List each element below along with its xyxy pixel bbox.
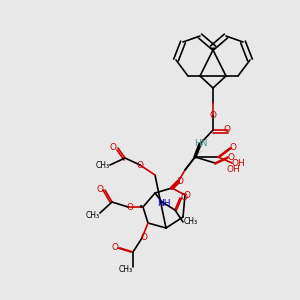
Text: O: O <box>209 112 217 121</box>
Text: O: O <box>112 244 118 253</box>
Text: O: O <box>127 202 134 211</box>
Text: O: O <box>136 160 143 169</box>
Text: O: O <box>97 185 104 194</box>
Text: NH: NH <box>157 200 171 208</box>
Text: O: O <box>110 143 116 152</box>
Text: CH₃: CH₃ <box>119 265 133 274</box>
Text: CH₃: CH₃ <box>96 160 110 169</box>
Text: •: • <box>138 202 144 212</box>
Text: O: O <box>227 152 235 161</box>
Text: CH₃: CH₃ <box>86 211 100 220</box>
Text: O: O <box>184 190 190 200</box>
Text: HN: HN <box>194 140 208 148</box>
Text: O: O <box>140 233 148 242</box>
Text: OH: OH <box>231 158 245 167</box>
Text: O: O <box>176 178 184 187</box>
Text: OH: OH <box>226 166 240 175</box>
Text: O: O <box>230 143 236 152</box>
Text: CH₃: CH₃ <box>184 218 198 226</box>
Text: O: O <box>181 194 188 202</box>
Text: O: O <box>224 124 230 134</box>
